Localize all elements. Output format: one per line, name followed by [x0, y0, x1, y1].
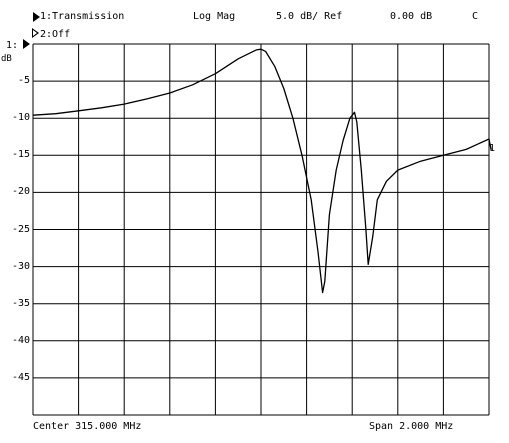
y-tick-label: -35	[11, 297, 30, 309]
y-tick-label: -45	[11, 371, 30, 383]
center-frequency-label[interactable]: Center 315.000 MHz	[33, 421, 142, 432]
graticule	[32, 43, 490, 416]
trace-2-label[interactable]: 2:Off	[40, 29, 71, 40]
channel-flag: C	[472, 11, 479, 22]
y-tick-label: -15	[11, 149, 30, 161]
scale-label[interactable]: 5.0 dB/ Ref	[276, 11, 343, 22]
reference-value[interactable]: 0.00 dB	[390, 11, 433, 22]
trace-2-inactive-marker-inner	[33, 30, 37, 36]
trace-1-line	[32, 48, 492, 294]
format-label[interactable]: Log Mag	[193, 11, 236, 22]
trace-number-label: 1:	[6, 40, 19, 51]
y-tick-label: -25	[11, 223, 30, 235]
y-tick-label: -30	[11, 260, 30, 272]
trace-end-marker: 1	[489, 143, 496, 154]
y-tick-label: -40	[11, 334, 30, 346]
y-tick-label: -5	[17, 75, 30, 87]
reference-position-marker-icon	[23, 39, 30, 49]
trace-1-active-marker-icon	[33, 12, 40, 22]
trace-1-plot	[32, 48, 492, 294]
y-unit-label: dB	[1, 54, 12, 64]
trace-1-label[interactable]: 1:Transmission	[40, 11, 125, 22]
y-tick-label: -10	[11, 112, 30, 124]
y-tick-label: -20	[11, 186, 30, 198]
span-label[interactable]: Span 2.000 MHz	[369, 421, 454, 432]
